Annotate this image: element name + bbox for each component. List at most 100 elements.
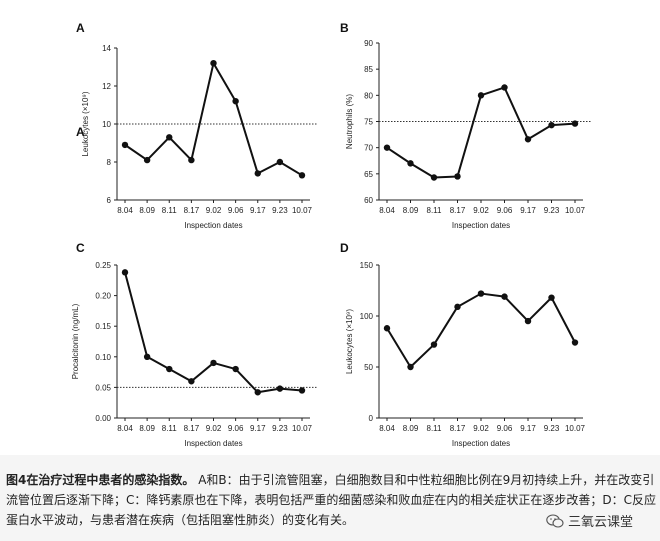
x-tick-label: 10.07 bbox=[292, 424, 313, 433]
x-tick-label: 9.23 bbox=[272, 424, 288, 433]
y-tick-label: 12 bbox=[102, 82, 111, 91]
x-tick-label: 9.17 bbox=[250, 424, 266, 433]
data-point bbox=[454, 303, 461, 311]
data-point bbox=[501, 293, 508, 300]
data-point bbox=[188, 378, 195, 385]
x-axis-label: Inspection dates bbox=[184, 221, 242, 230]
data-point bbox=[477, 92, 485, 99]
y-tick-label: 150 bbox=[360, 261, 374, 270]
data-point bbox=[210, 60, 217, 67]
data-point bbox=[571, 339, 579, 346]
caption-text: A和B：由于引流管阻塞，白细胞数目和中性粒细胞比例在9月初持续上升，并在改变引流… bbox=[6, 473, 657, 527]
series-line bbox=[124, 272, 303, 394]
y-tick-label: 0.15 bbox=[95, 322, 111, 331]
panel-letter: C bbox=[76, 241, 85, 255]
y-axis-label: Leukocytes (×10⁹) bbox=[81, 91, 90, 156]
panel-letter-stray: A bbox=[76, 125, 85, 139]
x-tick-label: 10.07 bbox=[565, 206, 586, 215]
x-tick-label: 8.17 bbox=[184, 206, 200, 215]
data-point bbox=[276, 385, 284, 392]
chart-panel-a: A A 6 8 10 12 14 8.04 8.09 8.11 8.17 9.02 9.06 9.17 9.… bbox=[76, 21, 318, 230]
x-tick-label: 8.11 bbox=[427, 424, 443, 433]
x-tick-label: 8.11 bbox=[427, 206, 443, 215]
x-tick-label: 9.06 bbox=[228, 424, 244, 433]
y-tick-label: 0.20 bbox=[95, 292, 111, 301]
data-point bbox=[383, 325, 391, 332]
y-tick-label: 0.10 bbox=[95, 353, 111, 362]
data-point bbox=[477, 290, 485, 297]
x-tick-label: 8.04 bbox=[117, 206, 133, 215]
x-tick-label: 8.11 bbox=[162, 424, 178, 433]
data-point bbox=[210, 359, 217, 367]
x-tick-label: 9.17 bbox=[520, 424, 536, 433]
x-tick-label: 8.04 bbox=[379, 424, 395, 433]
data-point bbox=[430, 174, 438, 181]
x-tick-label: 8.09 bbox=[139, 424, 155, 433]
data-point bbox=[501, 84, 508, 91]
data-point bbox=[383, 144, 391, 151]
x-tick-label: 9.17 bbox=[250, 206, 266, 215]
watermark-text: 三氧云课堂 bbox=[568, 515, 634, 530]
x-tick-label: 9.06 bbox=[497, 206, 513, 215]
data-point bbox=[188, 156, 195, 164]
y-tick-label: 6 bbox=[107, 196, 112, 205]
data-point bbox=[548, 294, 555, 301]
x-tick-label: 9.23 bbox=[544, 206, 560, 215]
y-axis-label: Leukocytes (×10⁹) bbox=[345, 309, 354, 374]
x-tick-label: 8.09 bbox=[403, 206, 419, 215]
y-tick-label: 85 bbox=[364, 65, 373, 74]
data-point bbox=[454, 173, 461, 180]
data-point bbox=[143, 156, 151, 164]
data-point bbox=[430, 341, 438, 348]
y-tick-label: 90 bbox=[364, 39, 373, 48]
data-point bbox=[232, 98, 239, 105]
x-tick-label: 10.07 bbox=[292, 206, 313, 215]
y-tick-label: 14 bbox=[102, 44, 111, 53]
data-point bbox=[166, 365, 173, 373]
data-point bbox=[571, 120, 579, 127]
y-axis-label: Neutrophils (%) bbox=[345, 94, 354, 149]
watermark: 三氧云课堂 bbox=[546, 511, 633, 530]
x-tick-label: 8.04 bbox=[117, 424, 133, 433]
data-point bbox=[254, 170, 261, 177]
series-line bbox=[386, 86, 576, 179]
chart-panel-b: B 60 65 70 75 80 85 90 8.04 8.09 8.11 8.17 9.02 9.06 9… bbox=[340, 21, 591, 230]
y-tick-label: 0 bbox=[369, 414, 374, 423]
y-tick-label: 0.05 bbox=[95, 383, 111, 392]
y-tick-label: 75 bbox=[364, 118, 373, 127]
data-point bbox=[254, 389, 261, 396]
data-point bbox=[232, 365, 239, 373]
x-tick-label: 9.02 bbox=[206, 206, 222, 215]
x-tick-label: 9.02 bbox=[473, 206, 489, 215]
data-point bbox=[166, 134, 173, 141]
y-tick-label: 0.00 bbox=[95, 414, 111, 423]
figure-panels: A A 6 8 10 12 14 8.04 8.09 8.11 8.17 9.02 9.06 9.17 9.… bbox=[71, 21, 591, 448]
x-axis-label: Inspection dates bbox=[184, 439, 242, 448]
panel-letter: D bbox=[340, 241, 349, 255]
data-point bbox=[524, 317, 532, 325]
x-tick-label: 8.17 bbox=[450, 206, 466, 215]
y-tick-label: 100 bbox=[360, 312, 374, 321]
y-tick-label: 50 bbox=[364, 363, 373, 372]
x-tick-label: 9.23 bbox=[272, 206, 288, 215]
data-point bbox=[121, 269, 129, 276]
y-tick-label: 65 bbox=[364, 170, 373, 179]
y-tick-label: 0.25 bbox=[95, 261, 111, 270]
x-tick-label: 9.23 bbox=[544, 424, 560, 433]
caption-lead: 图4在治疗过程中患者的感染指数。 bbox=[6, 473, 195, 487]
x-tick-label: 9.06 bbox=[228, 206, 244, 215]
panel-letter: A bbox=[76, 21, 85, 35]
data-point bbox=[276, 158, 284, 166]
x-axis-label: Inspection dates bbox=[452, 221, 510, 230]
y-tick-label: 80 bbox=[364, 91, 373, 100]
x-tick-label: 8.11 bbox=[162, 206, 178, 215]
data-point bbox=[298, 172, 306, 179]
figure-caption: 图4在治疗过程中患者的感染指数。 A和B：由于引流管阻塞，白细胞数目和中性粒细胞… bbox=[6, 470, 656, 530]
series-line bbox=[124, 62, 303, 177]
panel-letter: B bbox=[340, 21, 349, 35]
x-tick-label: 8.17 bbox=[184, 424, 200, 433]
x-tick-label: 8.09 bbox=[403, 424, 419, 433]
x-axis-label: Inspection dates bbox=[452, 439, 510, 448]
data-point bbox=[407, 160, 414, 167]
x-tick-label: 8.04 bbox=[379, 206, 395, 215]
